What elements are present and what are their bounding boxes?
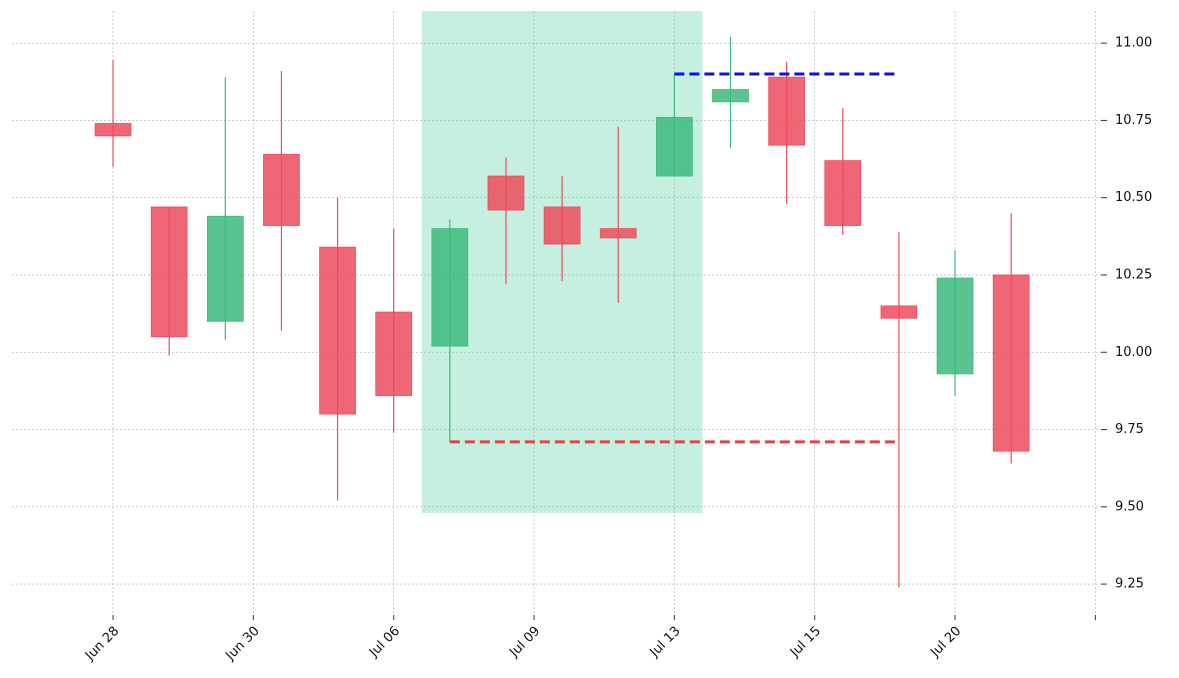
x-tick-label: Jul 15	[787, 624, 824, 661]
x-tick-label: Jul 20	[927, 624, 964, 661]
x-tick-label: Jun 30	[222, 624, 262, 664]
candle-body	[880, 305, 918, 319]
y-tick-label: 10.75	[1115, 113, 1152, 128]
x-tick-label: Jul 13	[647, 624, 684, 661]
candle-body	[599, 228, 637, 239]
x-tick-label: Jun 28	[82, 624, 122, 664]
candle-body	[712, 89, 749, 103]
candle-body	[768, 76, 806, 146]
candle-body	[431, 228, 469, 347]
x-tick-label: Jul 06	[366, 624, 403, 661]
y-tick-label: 9.50	[1115, 499, 1144, 514]
y-tick-label: 10.00	[1115, 345, 1152, 360]
y-tick-label: 9.25	[1115, 577, 1144, 592]
y-tick-label: 10.50	[1115, 190, 1152, 205]
candle-body	[824, 160, 862, 226]
x-tick-label: Jul 09	[506, 624, 543, 661]
candle-body	[375, 311, 413, 396]
candle-body	[263, 154, 300, 226]
candle-body	[150, 206, 188, 338]
candle-body	[94, 123, 132, 137]
y-tick-label: 9.75	[1115, 422, 1144, 437]
y-tick-label: 10.25	[1115, 267, 1152, 282]
candle-body	[206, 215, 244, 322]
candle-body	[487, 175, 525, 211]
candle-body	[936, 277, 974, 375]
candle-body	[656, 116, 693, 177]
y-tick-label: 11.00	[1115, 36, 1152, 51]
candle-body	[319, 246, 356, 415]
candle-body	[992, 274, 1030, 452]
candle-body	[543, 206, 581, 245]
